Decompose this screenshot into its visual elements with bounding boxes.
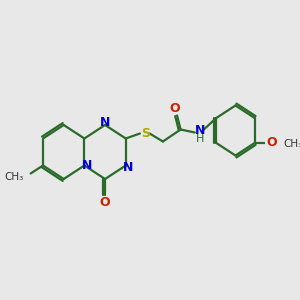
Text: CH₃: CH₃ [4, 172, 23, 182]
Text: O: O [169, 102, 180, 115]
Text: S: S [142, 127, 151, 140]
Text: N: N [123, 161, 134, 174]
Text: CH₃: CH₃ [283, 139, 300, 149]
Text: O: O [266, 136, 277, 149]
Text: N: N [100, 116, 110, 128]
Text: H: H [196, 134, 204, 145]
Text: N: N [82, 159, 92, 172]
Text: O: O [100, 196, 110, 208]
Text: N: N [195, 124, 205, 137]
